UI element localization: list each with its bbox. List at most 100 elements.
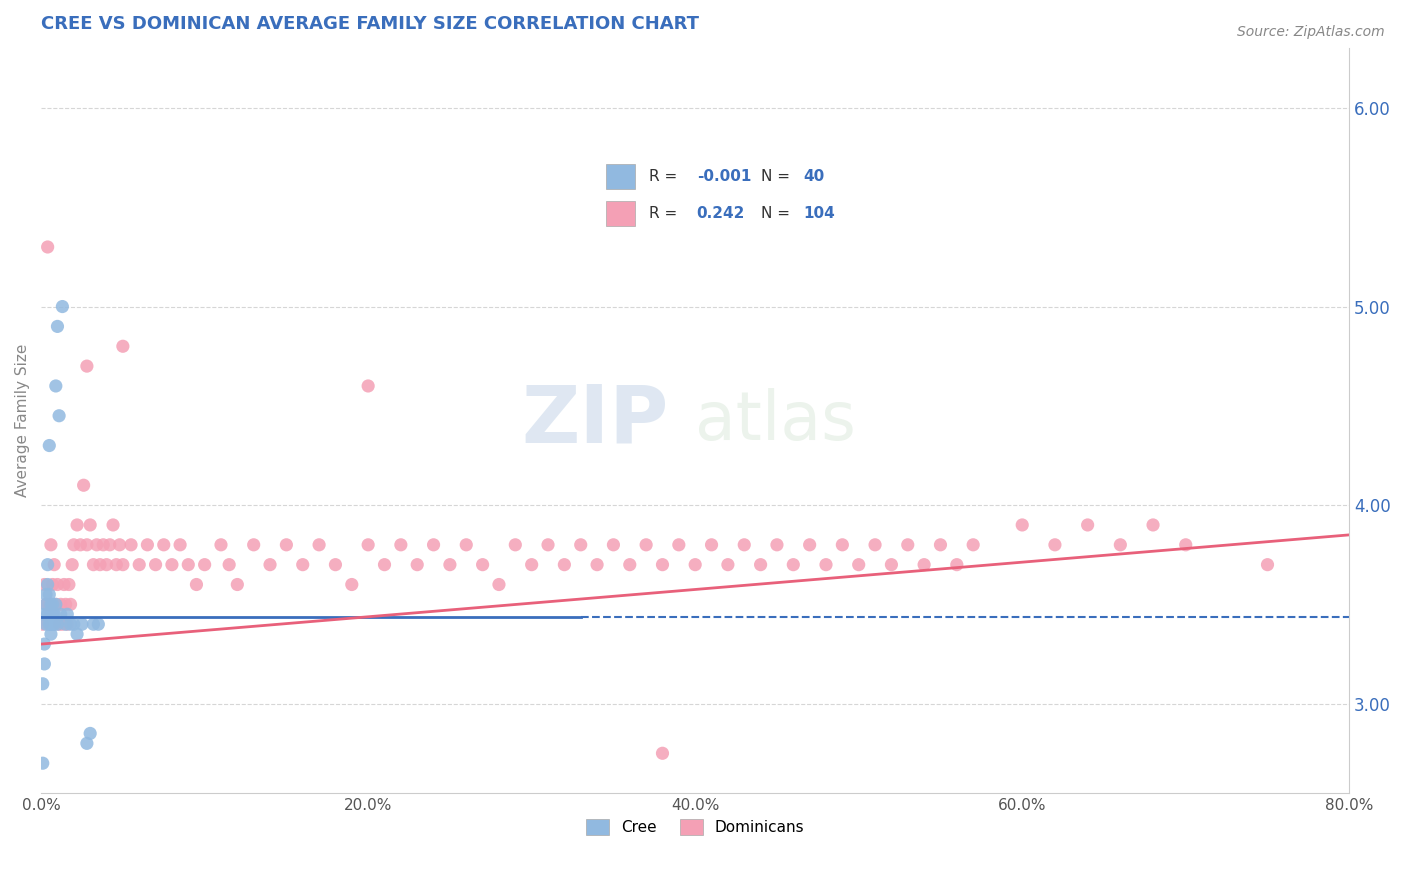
Point xyxy=(1109,538,1132,552)
Point xyxy=(34,607,56,622)
Point xyxy=(39,627,62,641)
Point xyxy=(37,240,59,254)
Point xyxy=(276,538,298,552)
Point xyxy=(31,617,53,632)
Point xyxy=(700,538,723,552)
Point xyxy=(831,538,853,552)
Point xyxy=(226,577,249,591)
Point xyxy=(357,538,380,552)
Point xyxy=(76,359,98,373)
Text: 104: 104 xyxy=(803,206,835,221)
Point xyxy=(651,746,673,760)
Point xyxy=(53,577,76,591)
Point xyxy=(373,558,395,572)
Text: N =: N = xyxy=(761,169,790,184)
Point xyxy=(209,538,232,552)
Point xyxy=(76,736,98,750)
Point xyxy=(488,577,510,591)
Point xyxy=(619,558,641,572)
Point xyxy=(1142,518,1164,533)
Point xyxy=(39,607,62,622)
Point xyxy=(602,538,624,552)
Point xyxy=(59,598,82,612)
Text: N =: N = xyxy=(761,206,790,221)
Point xyxy=(1043,538,1066,552)
Point xyxy=(717,558,740,572)
Point xyxy=(44,558,66,572)
Point xyxy=(37,558,59,572)
Point xyxy=(46,577,69,591)
Point xyxy=(35,587,58,601)
Point xyxy=(111,339,134,353)
Point xyxy=(41,598,63,612)
Point xyxy=(1174,538,1197,552)
Point xyxy=(34,577,56,591)
Point xyxy=(38,587,60,601)
Point xyxy=(49,598,72,612)
Point xyxy=(55,598,77,612)
Point xyxy=(471,558,494,572)
Point xyxy=(41,577,63,591)
Point xyxy=(325,558,347,572)
Point xyxy=(41,607,63,622)
Point xyxy=(86,538,108,552)
Point xyxy=(863,538,886,552)
Text: atlas: atlas xyxy=(695,388,856,454)
Point xyxy=(45,598,67,612)
Point xyxy=(41,617,63,632)
Point xyxy=(152,538,174,552)
Text: 40: 40 xyxy=(803,169,825,184)
Point xyxy=(69,538,91,552)
Point xyxy=(56,617,79,632)
Point xyxy=(39,598,62,612)
Point xyxy=(636,538,658,552)
Point xyxy=(897,538,920,552)
Point xyxy=(259,558,281,572)
Point xyxy=(520,558,543,572)
Point xyxy=(79,726,101,740)
Point xyxy=(60,558,83,572)
Point xyxy=(62,538,84,552)
Point xyxy=(194,558,217,572)
Point xyxy=(35,617,58,632)
Point xyxy=(651,558,673,572)
Point xyxy=(89,558,111,572)
Point xyxy=(87,617,110,632)
Point xyxy=(108,538,131,552)
Point xyxy=(1077,518,1099,533)
Point xyxy=(48,617,70,632)
Point xyxy=(45,379,67,393)
Point xyxy=(569,538,592,552)
Point xyxy=(308,538,330,552)
Point xyxy=(912,558,935,572)
Point xyxy=(34,657,56,671)
Point xyxy=(38,617,60,632)
Point xyxy=(44,607,66,622)
Point xyxy=(169,538,191,552)
Point xyxy=(733,538,755,552)
Point xyxy=(34,637,56,651)
Point xyxy=(35,598,58,612)
Point xyxy=(39,617,62,632)
Point xyxy=(242,538,264,552)
Point xyxy=(160,558,183,572)
Text: 0.242: 0.242 xyxy=(697,206,745,221)
Point xyxy=(79,518,101,533)
Point xyxy=(766,538,789,552)
Point xyxy=(177,558,200,572)
Point xyxy=(848,558,870,572)
Point xyxy=(37,577,59,591)
Point xyxy=(38,598,60,612)
Point xyxy=(422,538,444,552)
Point xyxy=(929,538,952,552)
Point xyxy=(62,617,84,632)
Point xyxy=(82,617,104,632)
Point xyxy=(76,538,98,552)
Point xyxy=(66,518,89,533)
FancyBboxPatch shape xyxy=(606,164,636,189)
Point xyxy=(45,598,67,612)
Point xyxy=(799,538,821,552)
Point xyxy=(291,558,314,572)
Point xyxy=(105,558,128,572)
Point xyxy=(880,558,903,572)
